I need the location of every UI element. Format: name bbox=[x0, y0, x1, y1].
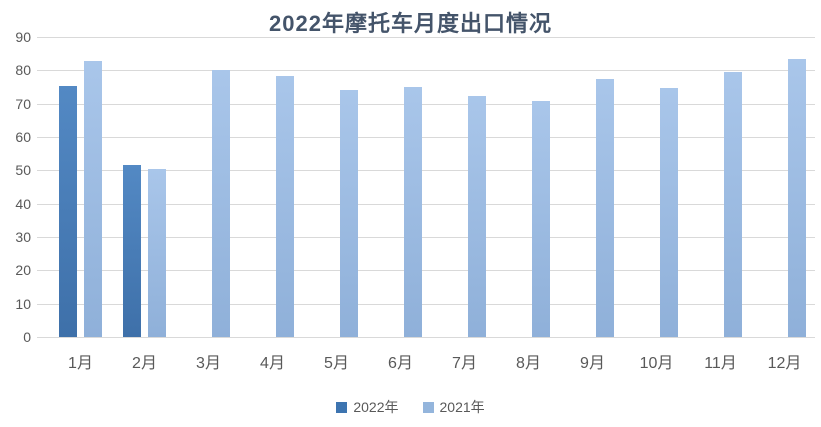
gridline-80 bbox=[37, 70, 815, 72]
bar-2021年-1月 bbox=[84, 60, 102, 337]
bar-2021年-11月 bbox=[724, 72, 742, 337]
bar-2022年-1月 bbox=[59, 86, 77, 337]
bar-2021年-12月 bbox=[788, 58, 806, 337]
gridline-20 bbox=[37, 270, 815, 272]
x-axis-label-10月: 10月 bbox=[639, 355, 674, 372]
gridline-90 bbox=[37, 37, 815, 38]
legend-item-2021: 2021年 bbox=[422, 397, 485, 417]
gridline-70 bbox=[37, 103, 815, 105]
gridline-50 bbox=[37, 170, 815, 172]
bar-2021年-8月 bbox=[532, 101, 550, 337]
bar-2021年-3月 bbox=[212, 69, 230, 337]
gridline-40 bbox=[37, 203, 815, 205]
x-axis-label-1月: 1月 bbox=[68, 355, 93, 372]
x-axis-label-6月: 6月 bbox=[388, 355, 413, 372]
legend-swatch-2022-icon bbox=[336, 401, 348, 413]
plot-area: 0 10 20 30 40 50 60 70 80 90 1月 2月 3月 4月 5月 6月 7月 8月 9月 10月… bbox=[15, 29, 815, 372]
bar-2021年-9月 bbox=[596, 78, 614, 337]
y-axis-tick-label: 60 bbox=[15, 129, 31, 145]
gridline-30 bbox=[37, 237, 815, 238]
x-axis-label-3月: 3月 bbox=[196, 355, 221, 372]
y-axis-tick-label: 10 bbox=[15, 295, 31, 312]
bar-2021年-2月 bbox=[148, 169, 166, 337]
y-axis-tick-label: 70 bbox=[15, 95, 31, 112]
legend-label-2022: 2022年 bbox=[353, 399, 399, 415]
y-axis-tick-label: 40 bbox=[15, 195, 31, 212]
y-axis-tick-label: 30 bbox=[15, 229, 31, 245]
y-axis-tick-label: 20 bbox=[15, 262, 31, 279]
legend-label-2021: 2021年 bbox=[439, 399, 485, 415]
x-axis-label-11月: 11月 bbox=[704, 355, 737, 372]
chart-title: 2022年摩托车月度出口情况 bbox=[269, 11, 552, 36]
legend-item-2022: 2022年 bbox=[336, 397, 399, 417]
x-axis-label-9月: 9月 bbox=[580, 355, 605, 372]
x-axis-label-12月: 12月 bbox=[767, 355, 802, 372]
bar-2021年-7月 bbox=[468, 95, 486, 337]
bar-2021年-5月 bbox=[340, 89, 358, 337]
bar-2021年-10月 bbox=[660, 88, 678, 337]
gridline-0 bbox=[37, 337, 815, 338]
bar-2021年-4月 bbox=[276, 75, 294, 337]
x-axis-label-5月: 5月 bbox=[324, 355, 349, 372]
x-axis-label-4月: 4月 bbox=[260, 355, 285, 372]
gridline-60 bbox=[37, 137, 815, 138]
x-axis-label-7月: 7月 bbox=[452, 355, 477, 372]
y-axis-tick-label: 50 bbox=[15, 162, 31, 179]
y-axis-tick-label: 80 bbox=[15, 62, 31, 79]
x-axis-label-8月: 8月 bbox=[516, 355, 541, 372]
legend-swatch-2021-icon bbox=[422, 401, 434, 413]
x-axis-label-2月: 2月 bbox=[132, 355, 157, 372]
y-axis-tick-label: 90 bbox=[15, 29, 31, 45]
gridline-10 bbox=[37, 303, 815, 305]
y-axis-tick-label: 0 bbox=[23, 329, 31, 345]
bar-2022年-2月 bbox=[123, 165, 141, 337]
bar-2021年-6月 bbox=[404, 87, 422, 337]
legend: 2022年 2021年 bbox=[0, 397, 821, 417]
